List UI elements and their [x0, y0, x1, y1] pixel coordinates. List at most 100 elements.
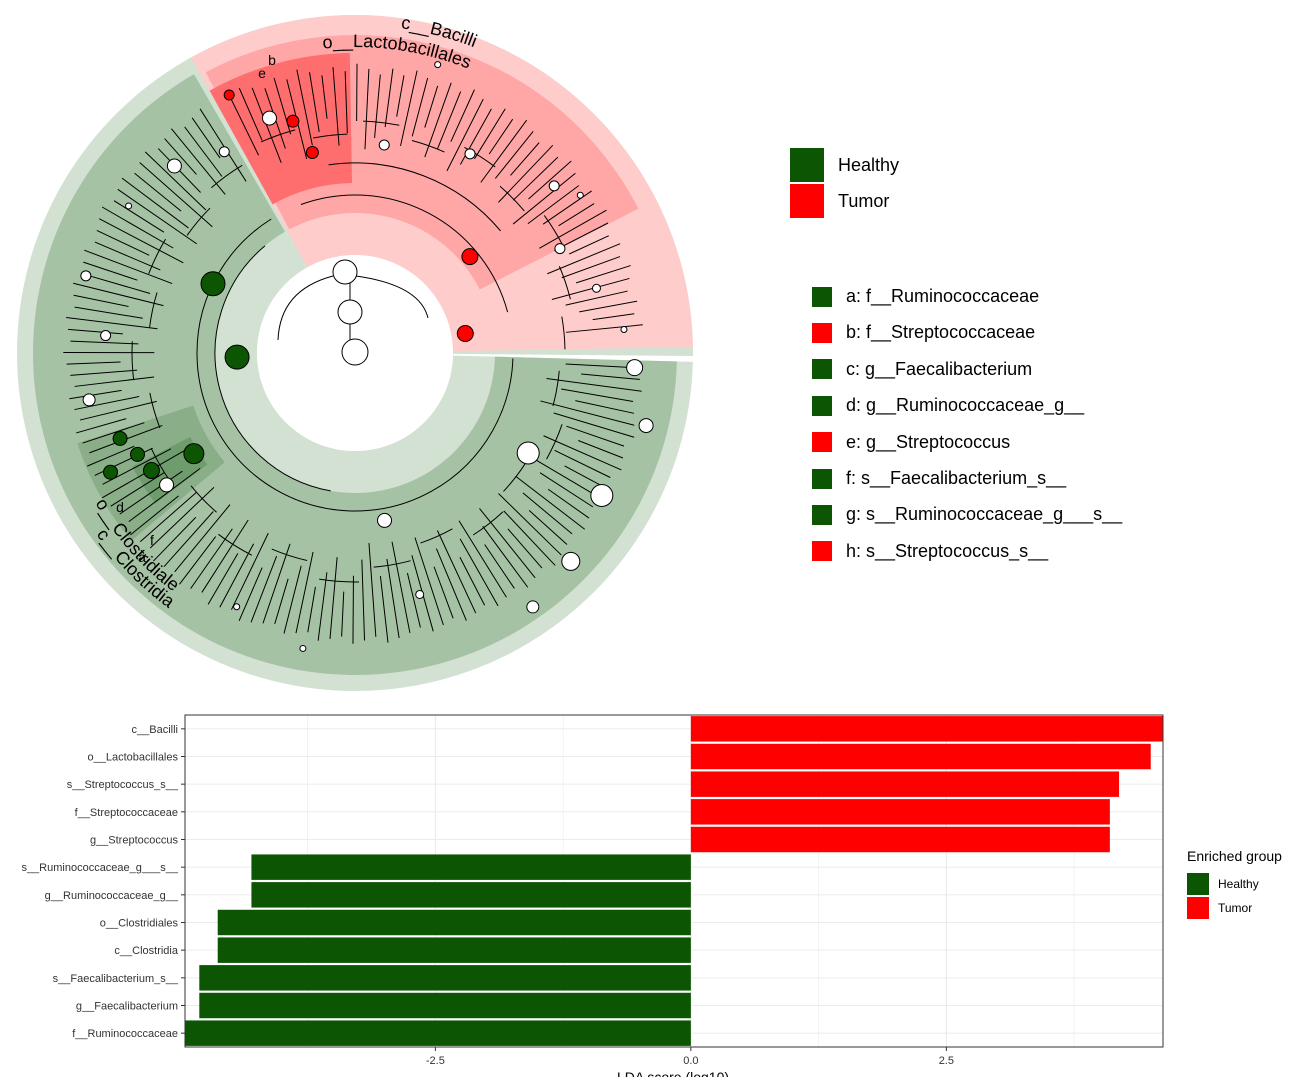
leaf-branch — [101, 206, 174, 249]
leaf-branch — [424, 82, 452, 158]
leaf-branch — [424, 85, 439, 128]
node-c-clostridia — [224, 344, 250, 370]
leaf-branch — [117, 188, 198, 245]
taxa-legend-label: g: s__Ruminococcaceae_g___s__ — [846, 504, 1123, 525]
lda-legend-label-tumor: Tumor — [1218, 901, 1253, 915]
bar-o__Lactobacillales — [690, 743, 1151, 770]
y-tick-label: f__Streptococcaceae — [75, 807, 178, 819]
leaf-branch — [458, 520, 507, 598]
subtree-arc — [499, 185, 525, 212]
node-nonsignificant — [561, 551, 581, 571]
leaf-branch — [379, 576, 389, 643]
node-f-streptococcaceae — [305, 145, 319, 159]
leaf-branch — [329, 557, 338, 639]
bar-g__Streptococcus — [690, 826, 1110, 853]
taxa-legend-item: g: s__Ruminococcaceae_g___s__ — [812, 504, 1122, 525]
x-axis-title: LDA score (log10) — [617, 1069, 729, 1077]
bar-c__Bacilli — [690, 716, 1163, 742]
node-nonsignificant — [516, 441, 540, 465]
leaf-branch — [539, 209, 607, 249]
clade-letter-e: e — [258, 65, 266, 81]
leaf-branch — [411, 77, 429, 137]
x-tick-label: -2.5 — [426, 1055, 445, 1067]
node-nonsignificant — [80, 270, 92, 282]
leaf-branch — [503, 510, 556, 566]
taxa-legend-item: h: s__Streptococcus_s__ — [812, 541, 1048, 562]
leaf-branch — [578, 440, 624, 459]
leaf-branch — [295, 551, 314, 634]
taxa-legend-swatch — [812, 468, 832, 489]
leaf-branch — [561, 388, 634, 403]
node-nonsignificant — [415, 589, 425, 599]
leaf-branch — [82, 422, 145, 444]
leaf-branch — [184, 126, 223, 177]
node-nonsignificant — [591, 283, 601, 293]
node-nonsignificant — [638, 418, 654, 434]
leaf-branch — [569, 235, 610, 255]
x-tick-label: 0.0 — [683, 1055, 698, 1067]
node-c-bacilli — [456, 325, 474, 343]
node-f-ruminococcaceae — [183, 443, 205, 465]
node-nonsignificant — [100, 330, 112, 342]
leaf-branch — [566, 425, 625, 447]
leaf-branch — [74, 306, 143, 319]
leaf-branch — [82, 273, 151, 294]
node-s-faecalibacterium — [103, 464, 119, 480]
leaf-branch — [498, 493, 562, 556]
leaf-branch — [512, 172, 576, 225]
leaf-branch — [84, 249, 173, 285]
leaf-branch — [341, 591, 345, 637]
leaf-branch — [479, 508, 536, 579]
leaf-branch — [565, 324, 643, 333]
root-node-kingdom — [332, 259, 358, 285]
leaf-branch — [250, 555, 278, 623]
node-nonsignificant — [233, 603, 241, 611]
bar-o__Clostridiales — [217, 909, 691, 936]
legend-swatch-healthy — [790, 148, 824, 182]
leaf-branch — [459, 556, 486, 606]
leaf-branch — [480, 119, 528, 183]
leaf-branch — [190, 528, 233, 589]
leaf-branch — [386, 558, 400, 639]
lda-legend-swatch-healthy — [1187, 873, 1209, 895]
leaf-branch — [364, 68, 370, 150]
node-o-clostridiales — [200, 271, 226, 297]
bar-f__Streptococcaceae — [690, 799, 1110, 825]
taxa-legend-label: b: f__Streptococcaceae — [846, 322, 1036, 343]
node-g-streptococcus — [286, 114, 300, 128]
subtree-arc — [190, 485, 217, 513]
leaf-branch — [581, 373, 640, 380]
leaf-branch — [74, 376, 155, 387]
taxa-legend-label: d: g__Ruminococcaceae_g__ — [846, 395, 1085, 416]
node-nonsignificant — [548, 180, 560, 192]
taxa-legend-item: b: f__Streptococcaceae — [812, 322, 1035, 343]
node-nonsignificant — [526, 600, 540, 614]
leaf-branch — [579, 300, 638, 313]
leaf-branch — [374, 74, 381, 138]
taxa-legend-swatch — [812, 286, 832, 307]
leaf-branch — [561, 256, 621, 279]
leaf-branch — [527, 185, 580, 225]
subtree-arc — [552, 370, 560, 407]
subtree-arc — [373, 560, 411, 568]
taxa-legend-swatch — [812, 395, 832, 416]
arc-clostridiales — [214, 245, 331, 492]
leaf-branch — [575, 400, 635, 414]
leaf-branch — [368, 543, 377, 637]
leaf-branch — [414, 537, 444, 626]
leaf-branch — [262, 543, 291, 624]
leaf-branch — [547, 488, 590, 519]
taxa-legend-swatch — [812, 504, 832, 525]
taxa-legend-swatch — [812, 432, 832, 453]
leaf-branch — [494, 131, 534, 179]
subtree-arc — [420, 528, 453, 544]
node-nonsignificant — [378, 139, 390, 151]
taxa-legend-item: d: g__Ruminococcaceae_g__ — [812, 395, 1084, 416]
taxa-legend-label: a: f__Ruminococcaceae — [846, 286, 1040, 306]
leaf-branch — [543, 435, 622, 471]
leaf-branch — [332, 67, 340, 146]
y-tick-label: g__Faecalibacterium — [76, 1001, 178, 1013]
node-g-ruminococcaceae — [112, 431, 128, 447]
bar-g__Ruminococcaceae_g__ — [251, 882, 691, 908]
node-o-lactobacillales — [461, 248, 479, 266]
